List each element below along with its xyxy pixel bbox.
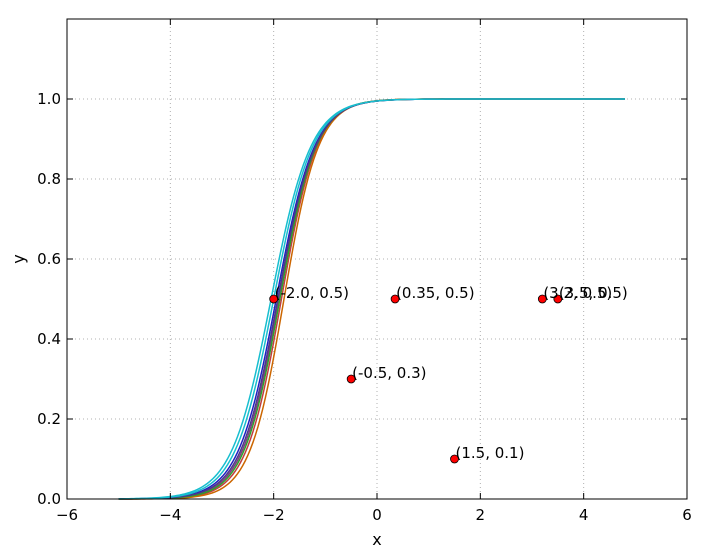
point-label: (3.2, 0.5) (543, 284, 612, 302)
y-tick-label: 1.0 (37, 90, 61, 108)
point-label: (0.35, 0.5) (396, 284, 475, 302)
y-tick-label: 0.8 (37, 170, 61, 188)
x-tick-label: −6 (56, 506, 78, 524)
curves (118, 98, 625, 500)
data-points (269, 294, 563, 464)
data-point (537, 294, 547, 304)
data-point (346, 374, 356, 384)
ticks (66, 19, 688, 500)
sigmoid-curve (118, 98, 625, 500)
x-tick-label: 0 (372, 506, 382, 524)
x-tick-label: −2 (263, 506, 285, 524)
data-point (553, 294, 563, 304)
y-tick-label: 0.6 (37, 250, 61, 268)
x-tick-label: 4 (579, 506, 589, 524)
y-tick-label: 0.4 (37, 330, 61, 348)
x-tick-labels: −6 −4 −2 0 2 4 6 (56, 506, 692, 524)
point-label: (3.5, 0.5) (559, 284, 628, 302)
data-point (269, 294, 279, 304)
x-tick-label: −4 (159, 506, 181, 524)
y-axis-label: y (9, 254, 28, 263)
y-tick-labels: 0.0 0.2 0.4 0.6 0.8 1.0 (37, 90, 61, 508)
y-tick-label: 0.2 (37, 410, 61, 428)
point-label: (-0.5, 0.3) (352, 364, 426, 382)
y-tick-label: 0.0 (37, 490, 61, 508)
data-point (450, 454, 459, 464)
x-tick-label: 2 (476, 506, 486, 524)
point-label: (1.5, 0.1) (456, 444, 525, 462)
point-label: (-2.0, 0.5) (275, 284, 349, 302)
x-axis-label: x (372, 530, 381, 549)
point-labels: (-2.0, 0.5) (0.35, 0.5) (3.2, 0.5)(3.5, 0.… (275, 284, 628, 462)
data-point (390, 294, 400, 304)
x-tick-label: 6 (682, 506, 692, 524)
